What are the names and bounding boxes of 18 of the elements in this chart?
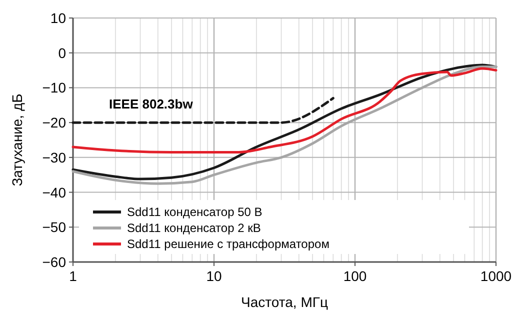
y-axis-title: Затухание, дБ — [9, 94, 25, 186]
y-tick-label: 10 — [50, 10, 66, 26]
y-tick-label: −40 — [42, 184, 66, 200]
legend-label: Sdd11 конденсатор 50 В — [127, 205, 262, 219]
x-axis-title: Частота, МГц — [241, 294, 328, 310]
series-label: IEEE 802.3bw — [109, 96, 194, 112]
y-tick-label: −20 — [42, 114, 66, 131]
y-tick-label: −50 — [42, 219, 66, 236]
x-tick-label: 1000 — [480, 268, 512, 284]
x-tick-label: 10 — [206, 268, 222, 284]
legend-label: Sdd11 конденсатор 2 кВ — [127, 221, 261, 235]
legend-label: Sdd11 решение с трансформатором — [127, 237, 330, 251]
y-tick-label: −10 — [42, 80, 66, 96]
y-tick-label: −30 — [42, 149, 66, 166]
y-tick-label: 0 — [58, 44, 66, 61]
x-tick-label: 100 — [343, 268, 367, 284]
x-tick-label: 1 — [69, 268, 78, 284]
y-tick-label: −60 — [42, 254, 66, 270]
